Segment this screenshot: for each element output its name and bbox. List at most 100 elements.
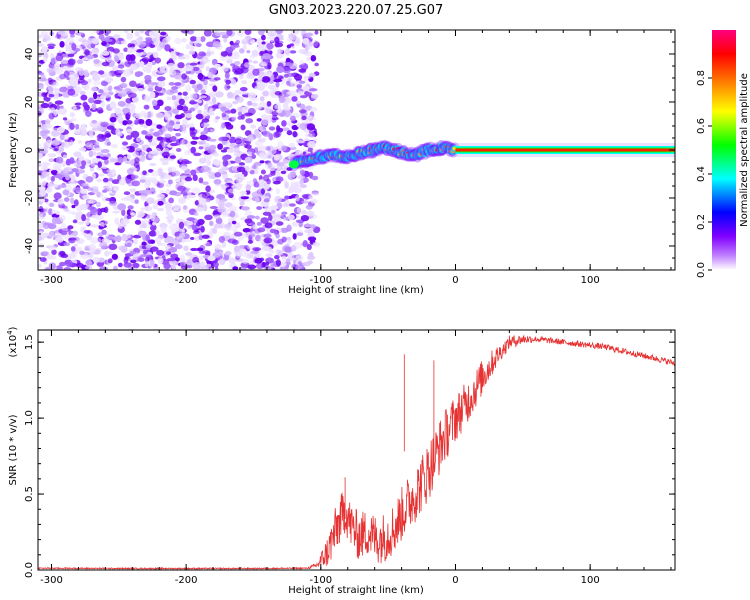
heatmap-cell — [205, 197, 211, 203]
heatmap-cell — [212, 41, 222, 47]
heatmap-cell — [48, 112, 55, 120]
heatmap-cell — [166, 217, 173, 224]
heatmap-cell — [91, 103, 97, 111]
heatmap-cell — [130, 60, 136, 64]
heatmap-cell — [101, 41, 107, 47]
heatmap-cell — [96, 136, 106, 142]
heatmap-cell — [195, 113, 204, 120]
heatmap-cell — [100, 207, 107, 213]
heatmap-cell — [38, 230, 44, 236]
heatmap-cell — [163, 237, 169, 243]
heatmap-cell — [267, 31, 272, 36]
heatmap-cell — [206, 263, 212, 268]
heatmap-cell — [204, 103, 209, 111]
heatmap-cell — [301, 200, 309, 204]
heatmap-cell — [274, 195, 282, 204]
heatmap-cell — [156, 182, 165, 189]
heatmap-cell — [303, 75, 308, 82]
heatmap-cell — [80, 226, 86, 231]
heatmap-cell — [244, 210, 252, 217]
heatmap-cell — [166, 251, 172, 255]
heatmap-cell — [140, 51, 147, 56]
heatmap-cell — [260, 217, 269, 224]
heatmap-cell — [190, 36, 197, 42]
heatmap-cell — [151, 137, 158, 144]
heatmap-cell — [189, 79, 196, 85]
heatmap-cell — [284, 199, 290, 207]
heatmap-cell — [57, 146, 65, 153]
heatmap-cell — [84, 265, 93, 270]
heatmap-cell — [56, 52, 63, 56]
heatmap-cell — [302, 239, 308, 248]
heatmap-cell — [86, 233, 93, 241]
heatmap-cell — [66, 64, 74, 68]
heatmap-cell — [227, 188, 236, 194]
heatmap-cell — [207, 71, 213, 79]
snr-frame — [37, 329, 676, 571]
heatmap-cell — [63, 168, 69, 175]
heatmap-cell — [129, 250, 136, 255]
heatmap-cell — [85, 176, 94, 183]
heatmap-cell — [78, 68, 85, 77]
heatmap-cell — [255, 132, 262, 139]
heatmap-cell — [156, 193, 165, 199]
heatmap-cell — [48, 202, 55, 208]
heatmap-cell — [180, 30, 190, 34]
heatmap-cell — [133, 161, 140, 168]
heatmap-cell — [184, 176, 193, 182]
heatmap-cell — [208, 138, 217, 142]
heatmap-cell — [259, 160, 265, 164]
heatmap-cell — [238, 266, 247, 270]
heatmap-cell — [101, 61, 110, 67]
heatmap-cell — [232, 44, 240, 48]
heatmap-cell — [210, 50, 215, 55]
heatmap-cell — [236, 31, 245, 37]
heatmap-cell — [50, 57, 56, 65]
heatmap-cell — [304, 229, 313, 234]
heatmap-cell — [130, 259, 137, 264]
heatmap-cell — [128, 80, 137, 88]
heatmap-cell — [109, 158, 118, 163]
heatmap-cell — [160, 157, 170, 164]
heatmap-cell — [132, 151, 140, 157]
heatmap-cell — [256, 221, 262, 226]
heatmap-cell — [201, 191, 211, 199]
heatmap-cell — [247, 239, 253, 244]
heatmap-cell — [142, 189, 152, 195]
heatmap-cell — [199, 95, 208, 99]
heatmap-cell — [71, 204, 76, 209]
heatmap-cell — [47, 102, 54, 109]
heatmap-cell — [117, 156, 124, 164]
heatmap-cell — [305, 116, 312, 120]
heatmap-cell — [171, 262, 177, 270]
heatmap-cell — [192, 256, 200, 264]
heatmap-cell — [244, 30, 252, 35]
heatmap-cell — [106, 125, 115, 130]
heatmap-cell — [213, 178, 222, 185]
heatmap-cell — [142, 249, 148, 255]
heatmap-cell — [133, 267, 138, 270]
heatmap-cell — [198, 250, 206, 255]
heatmap-cell — [203, 204, 208, 212]
heatmap-cell — [182, 91, 188, 96]
heatmap-cell — [198, 197, 207, 206]
heatmap-cell — [109, 116, 117, 123]
heatmap-cell — [299, 95, 308, 99]
heatmap-cell — [76, 211, 84, 217]
heatmap-cell — [89, 166, 94, 172]
heatmap-cell — [275, 259, 281, 267]
heatmap-cell — [53, 192, 62, 200]
heatmap-cell — [287, 36, 294, 42]
heatmap-cell — [92, 80, 101, 86]
heatmap-cell — [193, 211, 198, 216]
heatmap-cell — [59, 40, 65, 48]
heatmap-cell — [286, 44, 292, 49]
heatmap-cell — [70, 232, 77, 236]
heatmap-cell — [247, 92, 257, 100]
heatmap-cell — [314, 62, 319, 67]
heatmap-cell — [123, 47, 129, 53]
heatmap-cell — [109, 103, 117, 110]
heatmap-cell — [129, 188, 137, 193]
heatmap-cell — [255, 262, 264, 270]
spectrogram-y-label: Frequency (Hz) — [8, 112, 19, 188]
